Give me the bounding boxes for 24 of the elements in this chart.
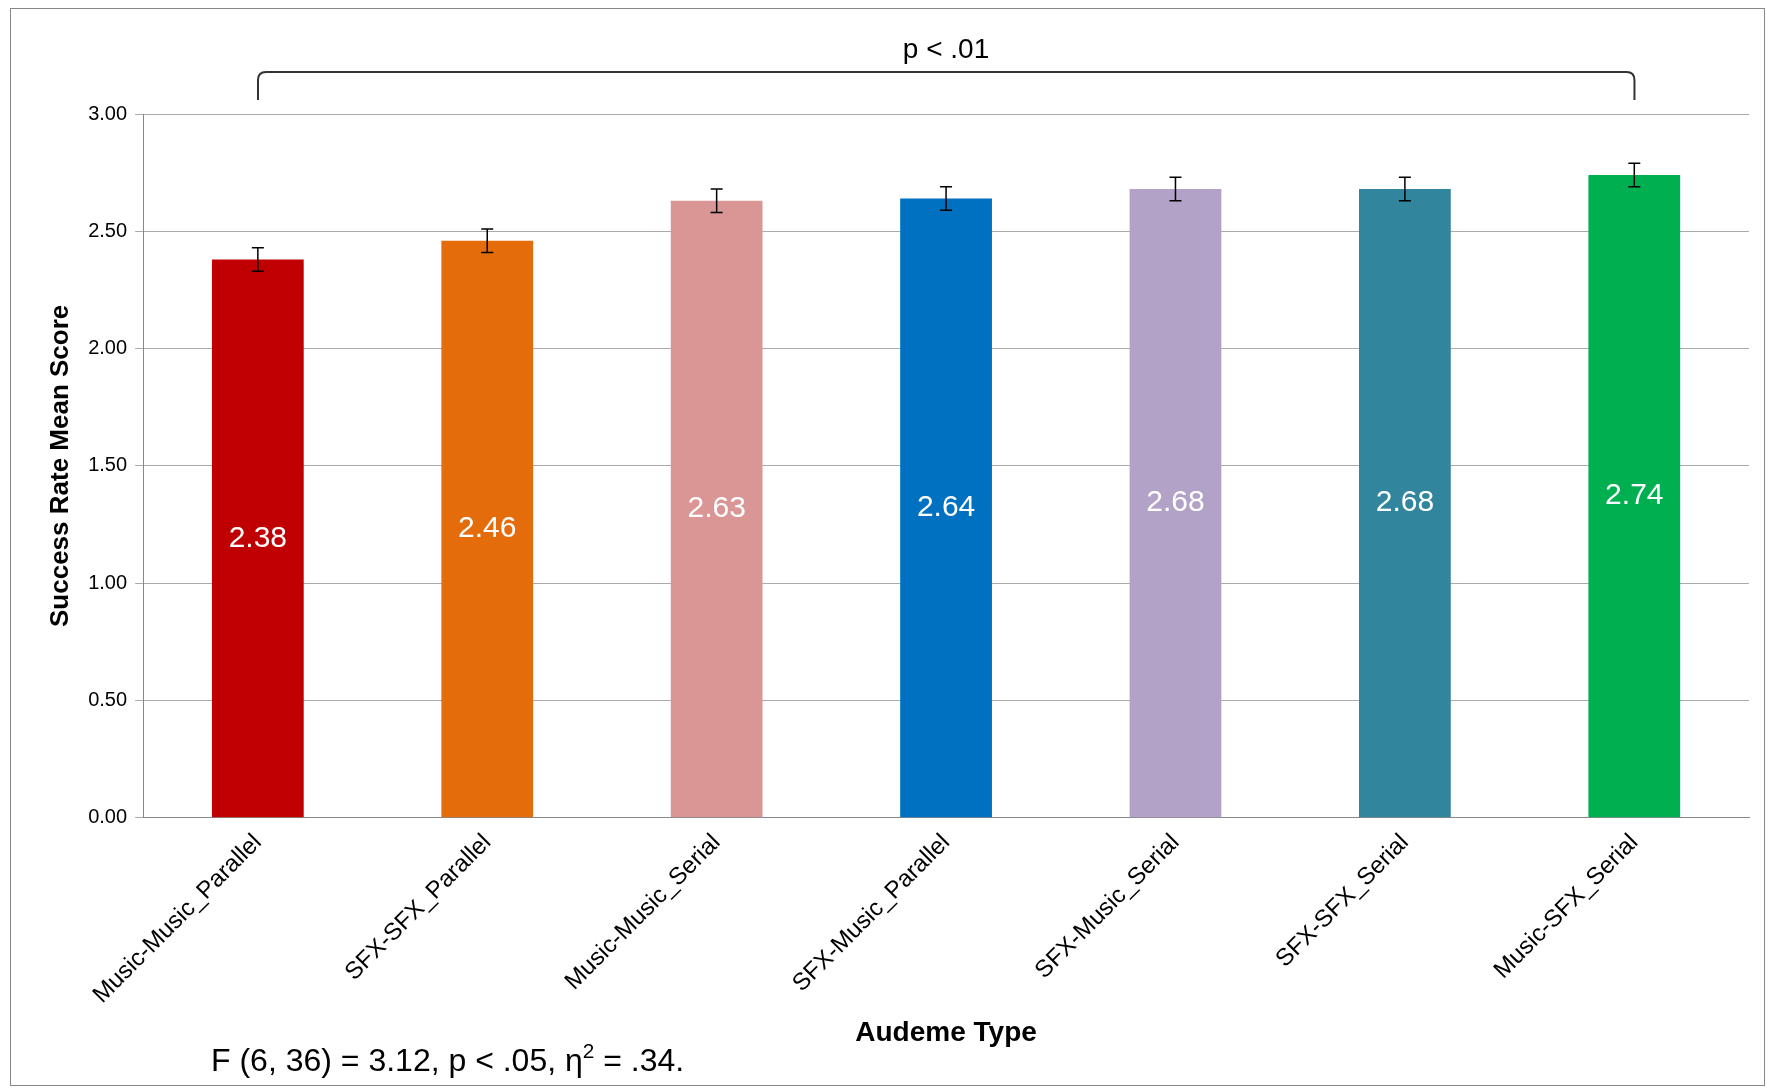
- bar: [1588, 174, 1681, 818]
- data-label: 2.46: [458, 510, 517, 544]
- data-label: 2.74: [1605, 477, 1664, 511]
- data-label: 2.63: [687, 490, 746, 524]
- y-axis-title: Success Rate Mean Score: [43, 304, 74, 627]
- y-tick-label: 2.50: [88, 218, 128, 241]
- data-label: 2.64: [916, 489, 976, 523]
- bar: [211, 259, 304, 818]
- x-axis-title: Audeme Type: [855, 1015, 1037, 1047]
- data-label: 2.38: [228, 519, 288, 553]
- y-tick-label: 1.50: [88, 453, 128, 476]
- bar: [900, 198, 992, 818]
- y-tick-label: 2.00: [88, 336, 128, 359]
- data-label: 2.68: [1146, 484, 1205, 518]
- text: p < .01: [902, 33, 990, 64]
- bar: [1129, 189, 1222, 818]
- y-tick-label: 0.00: [88, 805, 128, 828]
- data-label: 2.68: [1375, 484, 1435, 518]
- bar: [670, 200, 763, 818]
- bar: [441, 240, 534, 818]
- y-tick-label: 3.00: [88, 101, 128, 124]
- bar: [1359, 189, 1451, 818]
- y-tick-label: 1.00: [88, 570, 128, 593]
- y-tick-label: 0.50: [88, 687, 128, 710]
